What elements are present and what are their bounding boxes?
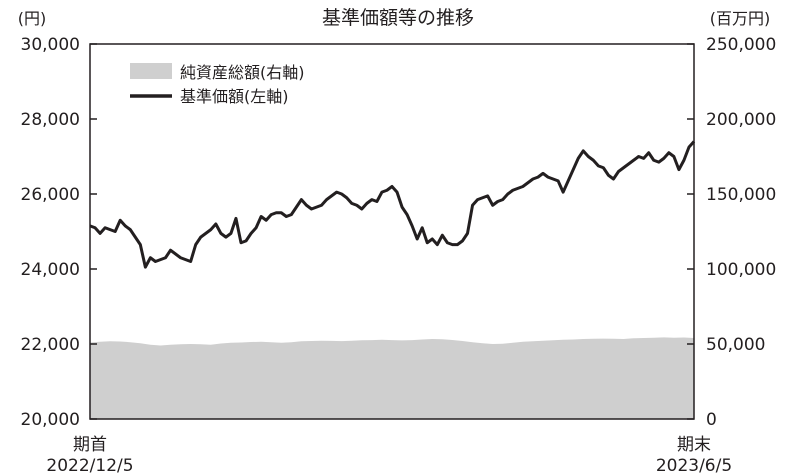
nav-line-layer xyxy=(89,140,696,269)
series-net-assets-area xyxy=(90,337,694,419)
left-tick-label: 24,000 xyxy=(21,260,80,280)
legend-area-swatch xyxy=(130,63,172,79)
legend: 純資産総額(右軸) 基準価額(左軸) xyxy=(130,63,305,106)
x-end-label-1: 期末 xyxy=(677,435,711,455)
left-axis-ticks: 20,000 22,000 24,000 26,000 28,000 30,000 xyxy=(21,35,97,430)
legend-label-nav: 基準価額(左軸) xyxy=(180,87,289,106)
x-end-label-2: 2023/6/5 xyxy=(656,456,732,476)
left-tick-label: 26,000 xyxy=(21,185,80,205)
legend-label-net-assets: 純資産総額(右軸) xyxy=(180,63,305,82)
right-tick-label: 50,000 xyxy=(706,335,765,355)
x-start-label-2: 2022/12/5 xyxy=(46,456,133,476)
x-start-label-1: 期首 xyxy=(73,435,107,455)
left-tick-label: 28,000 xyxy=(21,110,80,130)
right-axis-unit: (百万円) xyxy=(710,9,771,28)
right-tick-label: 250,000 xyxy=(706,35,776,55)
right-tick-label: 100,000 xyxy=(706,260,776,280)
left-axis-unit: (円) xyxy=(18,9,47,28)
plot-frame xyxy=(89,43,695,420)
right-axis-ticks: 0 50,000 100,000 150,000 200,000 250,000 xyxy=(687,35,776,430)
series-nav-line xyxy=(89,140,696,269)
net-assets-area-layer xyxy=(90,337,694,419)
right-tick-label: 150,000 xyxy=(706,185,776,205)
right-tick-label: 200,000 xyxy=(706,110,776,130)
left-tick-label: 20,000 xyxy=(21,410,80,430)
chart-title: 基準価額等の推移 xyxy=(322,7,474,29)
left-tick-label: 22,000 xyxy=(21,335,80,355)
left-tick-label: 30,000 xyxy=(21,35,80,55)
right-tick-label: 0 xyxy=(706,410,717,430)
